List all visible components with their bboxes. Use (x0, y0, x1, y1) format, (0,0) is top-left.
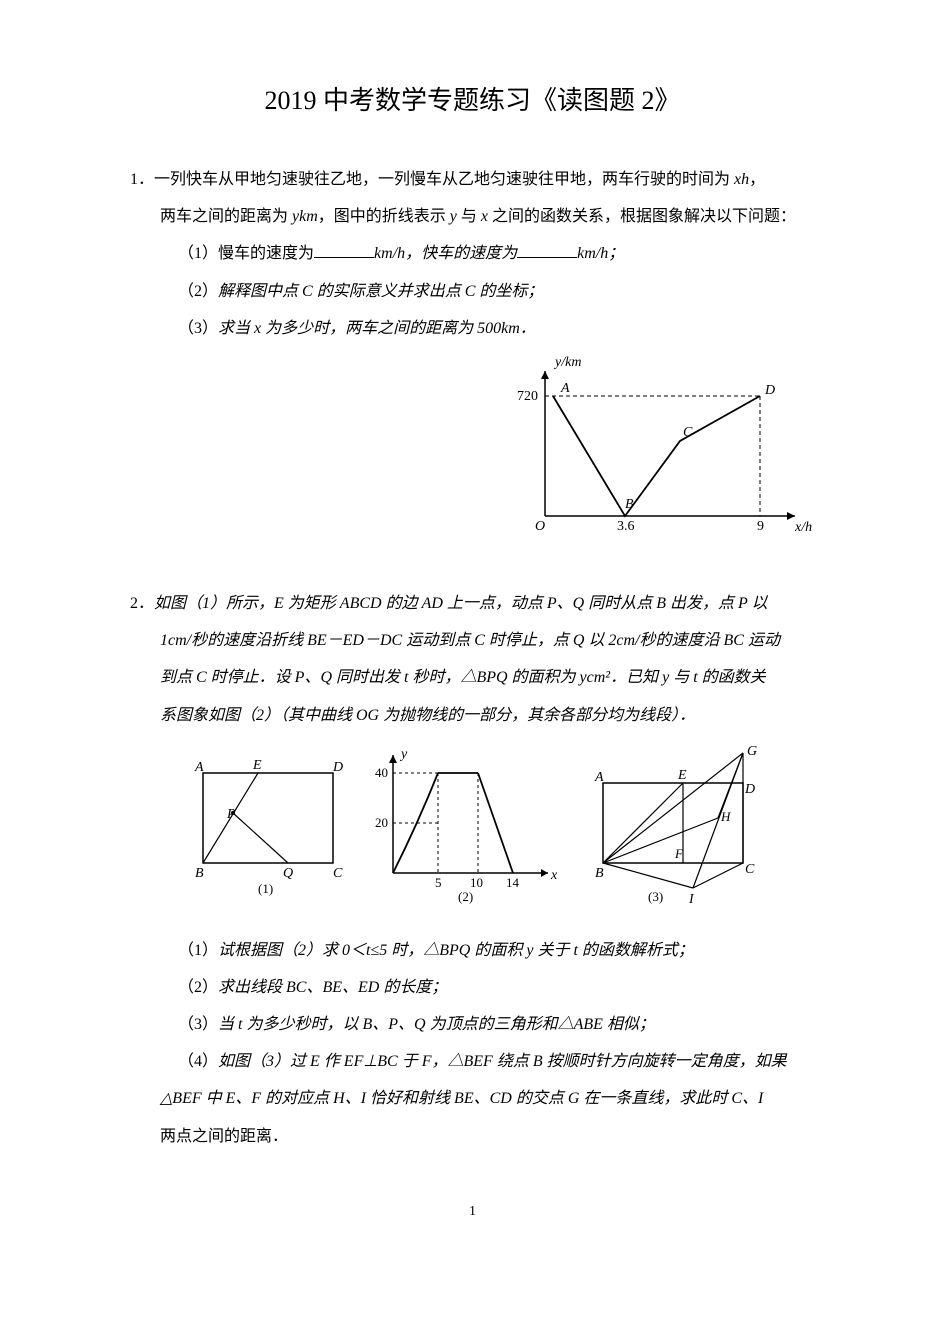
svg-text:E: E (252, 758, 262, 773)
page-number: 1 (130, 1204, 815, 1220)
problem-2-line2: 1cm/秒的速度沿折线 BE－ED－DC 运动到点 C 时停止，点 Q 以 2c… (130, 623, 815, 658)
problem-1-body: 一列快车从甲地匀速驶往乙地，一列慢车从乙地匀速驶往甲地，两车行驶的时间为 (154, 171, 730, 188)
problem-1-var1: xh (730, 171, 749, 188)
problem-2-line4: 系图象如图（2）（其中曲线 OG 为抛物线的一部分，其余各部分均为线段）． (130, 698, 815, 733)
svg-text:720: 720 (517, 389, 538, 404)
svg-text:(3): (3) (648, 889, 663, 904)
svg-text:D: D (332, 760, 343, 775)
svg-text:x/h: x/h (794, 520, 812, 535)
problem-1-figure: y/km x/h 720 O 3.6 9 A B C D (130, 356, 815, 546)
problem-2-end1: △BEF 中 E、F 的对应点 H、I 恰好和射线 BE、CD 的交点 G 在一… (130, 1081, 815, 1116)
svg-text:14: 14 (506, 875, 520, 890)
problem-1-number: 1． (130, 162, 154, 197)
problem-2-part2: （2）求出线段 BC、BE、ED 的长度； (130, 970, 815, 1005)
svg-text:y/km: y/km (553, 356, 581, 370)
svg-text:E: E (677, 768, 687, 783)
svg-text:Q: Q (283, 866, 293, 881)
svg-text:10: 10 (470, 875, 483, 890)
problem-1: 1．一列快车从甲地匀速驶往乙地，一列慢车从乙地匀速驶往甲地，两车行驶的时间为 x… (130, 162, 815, 546)
problem-2-number: 2． (130, 586, 154, 621)
svg-text:D: D (744, 782, 755, 797)
svg-text:A: A (594, 770, 604, 785)
svg-text:x: x (550, 868, 558, 883)
svg-text:y: y (399, 747, 408, 762)
problem-2-line1: 2．如图（1）所示，E 为矩形 ABCD 的边 AD 上一点，动点 P、Q 同时… (130, 586, 815, 621)
problem-2-line3: 到点 C 时停止．设 P、Q 同时出发 t 秒时，△BPQ 的面积为 ycm²．… (130, 660, 815, 695)
svg-text:20: 20 (375, 815, 388, 830)
svg-text:B: B (625, 497, 634, 512)
svg-text:A: A (194, 760, 204, 775)
svg-text:C: C (683, 425, 693, 440)
svg-text:A: A (560, 381, 570, 396)
problem-1-part2: （2）解释图中点 C 的实际意义并求出点 C 的坐标； (130, 274, 815, 309)
svg-text:B: B (195, 866, 204, 881)
svg-text:F: F (674, 846, 684, 861)
svg-text:G: G (747, 744, 757, 759)
problem-2-figure: A D B C E P Q (1) (130, 743, 815, 913)
problem-2-end2: 两点之间的距离． (130, 1119, 815, 1154)
problem-1-part3: （3）求当 x 为多少时，两车之间的距离为 500km． (130, 311, 815, 346)
blank-2 (517, 242, 577, 258)
svg-text:40: 40 (375, 765, 388, 780)
svg-text:H: H (720, 809, 731, 824)
problem-1-part1: （1）慢车的速度为km/h，快车的速度为km/h； (130, 236, 815, 271)
svg-text:O: O (535, 519, 545, 534)
svg-text:D: D (764, 383, 775, 398)
svg-text:(1): (1) (258, 881, 273, 896)
blank-1 (314, 242, 374, 258)
problem-1-line1: 1．一列快车从甲地匀速驶往乙地，一列慢车从乙地匀速驶往甲地，两车行驶的时间为 x… (130, 162, 815, 197)
problem-2-part1: （1）试根据图（2）求 0＜t≤5 时，△BPQ 的面积 y 关于 t 的函数解… (130, 933, 815, 968)
problem-1-line2: 两车之间的距离为 ykm，图中的折线表示 y 与 x 之间的函数关系，根据图象解… (130, 199, 815, 234)
svg-text:5: 5 (435, 875, 442, 890)
svg-text:(2): (2) (458, 889, 473, 904)
problem-2: 2．如图（1）所示，E 为矩形 ABCD 的边 AD 上一点，动点 P、Q 同时… (130, 586, 815, 1154)
svg-text:I: I (688, 892, 695, 907)
page-title: 2019 中考数学专题练习《读图题 2》 (130, 80, 815, 117)
problem-2-part4: （4）如图（3）过 E 作 EF⊥BC 于 F，△BEF 绕点 B 按顺时针方向… (130, 1044, 815, 1079)
chart-2: A D B C E P Q (1) (173, 743, 773, 913)
svg-text:C: C (333, 866, 343, 881)
svg-text:3.6: 3.6 (617, 519, 635, 534)
svg-text:9: 9 (757, 519, 764, 534)
svg-text:B: B (595, 866, 604, 881)
chart-1: y/km x/h 720 O 3.6 9 A B C D (495, 356, 815, 546)
svg-text:C: C (745, 862, 755, 877)
problem-2-part3: （3）当 t 为多少秒时，以 B、P、Q 为顶点的三角形和△ABE 相似； (130, 1007, 815, 1042)
